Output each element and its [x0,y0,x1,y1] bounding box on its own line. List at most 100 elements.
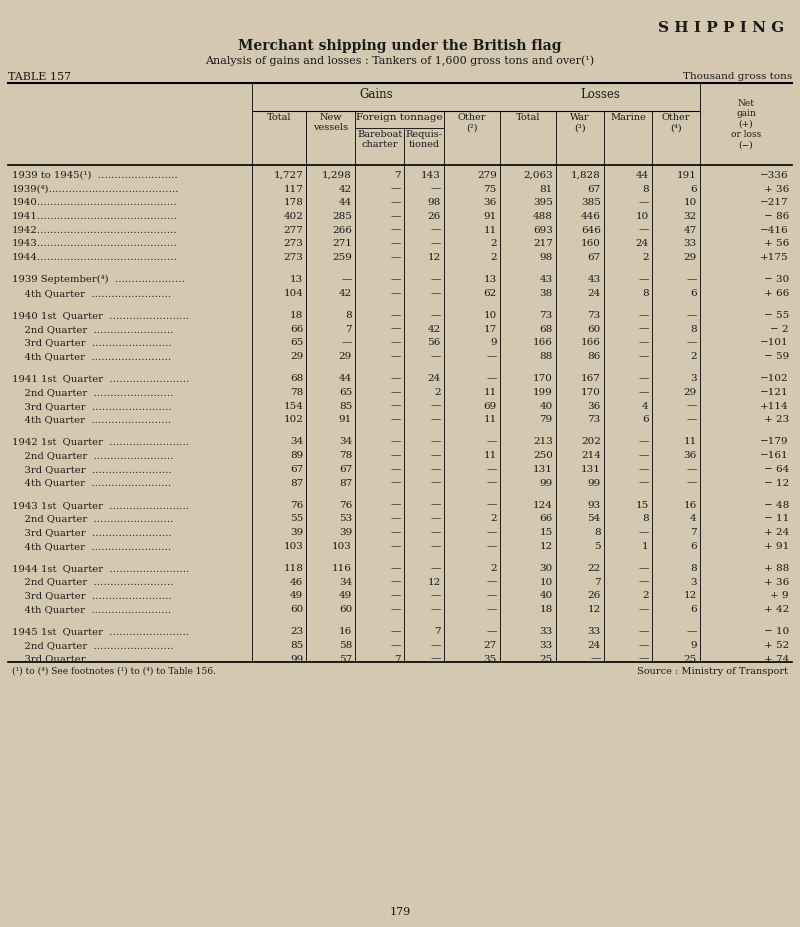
Text: + 66: + 66 [763,289,789,298]
Text: —: — [686,478,697,488]
Text: 16: 16 [338,627,352,636]
Text: —: — [390,415,401,425]
Text: 12: 12 [683,591,697,601]
Text: 1,727: 1,727 [274,171,303,180]
Text: 43: 43 [539,275,553,285]
Text: —: — [486,352,497,362]
Text: + 24: + 24 [763,528,789,537]
Text: 29: 29 [290,352,303,362]
Text: 29: 29 [683,253,697,262]
Text: 23: 23 [290,627,303,636]
Text: —: — [486,578,497,587]
Text: −102: −102 [760,375,789,383]
Text: Source : Ministry of Transport: Source : Ministry of Transport [637,667,788,676]
Text: —: — [638,627,649,636]
Text: 34: 34 [290,438,303,447]
Text: 40: 40 [539,401,553,411]
Text: 217: 217 [533,239,553,248]
Text: 10: 10 [683,198,697,208]
Text: 67: 67 [587,253,601,262]
Text: —: — [638,225,649,235]
Text: 1939(⁴)…………………………………: 1939(⁴)………………………………… [12,184,179,194]
Text: 3: 3 [690,375,697,383]
Text: —: — [430,225,441,235]
Text: 1940 1st  Quarter  ……………………: 1940 1st Quarter …………………… [12,311,190,320]
Text: 79: 79 [539,415,553,425]
Text: 24: 24 [427,375,441,383]
Text: —: — [686,627,697,636]
Text: 60: 60 [290,605,303,614]
Text: 693: 693 [533,225,553,235]
Text: 488: 488 [533,212,553,221]
Text: 54: 54 [587,514,601,524]
Text: Other
(⁴): Other (⁴) [662,113,690,133]
Text: 7: 7 [346,324,352,334]
Text: 55: 55 [290,514,303,524]
Text: +114: +114 [760,401,789,411]
Text: 1: 1 [642,541,649,551]
Text: 285: 285 [332,212,352,221]
Text: 179: 179 [390,907,410,917]
Text: —: — [390,338,401,348]
Text: —: — [430,415,441,425]
Text: 73: 73 [587,415,601,425]
Text: (¹) to (⁴) See footnotes (¹) to (⁴) to Table 156.: (¹) to (⁴) See footnotes (¹) to (⁴) to T… [12,667,216,676]
Text: 402: 402 [283,212,303,221]
Text: —: — [638,464,649,474]
Text: 49: 49 [290,591,303,601]
Text: 60: 60 [587,324,601,334]
Text: 131: 131 [581,464,601,474]
Text: —: — [686,401,697,411]
Text: Gains: Gains [359,88,393,101]
Text: 1942……………………………………: 1942…………………………………… [12,225,178,235]
Text: 36: 36 [587,401,601,411]
Text: 277: 277 [283,225,303,235]
Text: 3rd Quarter  ……………………: 3rd Quarter …………………… [12,464,172,474]
Text: − 59: − 59 [763,352,789,362]
Text: —: — [486,591,497,601]
Text: —: — [638,478,649,488]
Text: —: — [390,239,401,248]
Text: —: — [638,387,649,397]
Text: 85: 85 [338,401,352,411]
Text: 18: 18 [539,605,553,614]
Text: 2: 2 [490,514,497,524]
Text: —: — [390,253,401,262]
Text: − 12: − 12 [763,478,789,488]
Text: 91: 91 [483,212,497,221]
Text: 124: 124 [533,501,553,510]
Text: —: — [590,654,601,664]
Text: − 48: − 48 [763,501,789,510]
Text: 103: 103 [332,541,352,551]
Text: 9: 9 [690,641,697,650]
Text: 1943 1st  Quarter  ……………………: 1943 1st Quarter …………………… [12,501,190,510]
Text: 4th Quarter  ……………………: 4th Quarter …………………… [12,289,171,298]
Text: +175: +175 [760,253,789,262]
Text: 2: 2 [434,387,441,397]
Text: —: — [430,239,441,248]
Text: 86: 86 [587,352,601,362]
Text: —: — [486,541,497,551]
Text: 35: 35 [483,654,497,664]
Text: —: — [430,352,441,362]
Text: 3: 3 [690,578,697,587]
Text: War
(³): War (³) [570,113,590,133]
Text: 78: 78 [290,387,303,397]
Text: 104: 104 [283,289,303,298]
Text: —: — [390,564,401,573]
Text: 25: 25 [683,654,697,664]
Text: − 86: − 86 [763,212,789,221]
Text: 2nd Quarter  ……………………: 2nd Quarter …………………… [12,578,174,587]
Text: 47: 47 [683,225,697,235]
Text: —: — [430,289,441,298]
Text: —: — [342,338,352,348]
Text: 3rd Quarter  ……………………: 3rd Quarter …………………… [12,401,172,411]
Text: 2: 2 [690,352,697,362]
Text: 11: 11 [483,387,497,397]
Text: −121: −121 [760,387,789,397]
Text: + 42: + 42 [763,605,789,614]
Text: —: — [390,641,401,650]
Text: 24: 24 [587,289,601,298]
Text: Losses: Losses [580,88,620,101]
Text: —: — [390,289,401,298]
